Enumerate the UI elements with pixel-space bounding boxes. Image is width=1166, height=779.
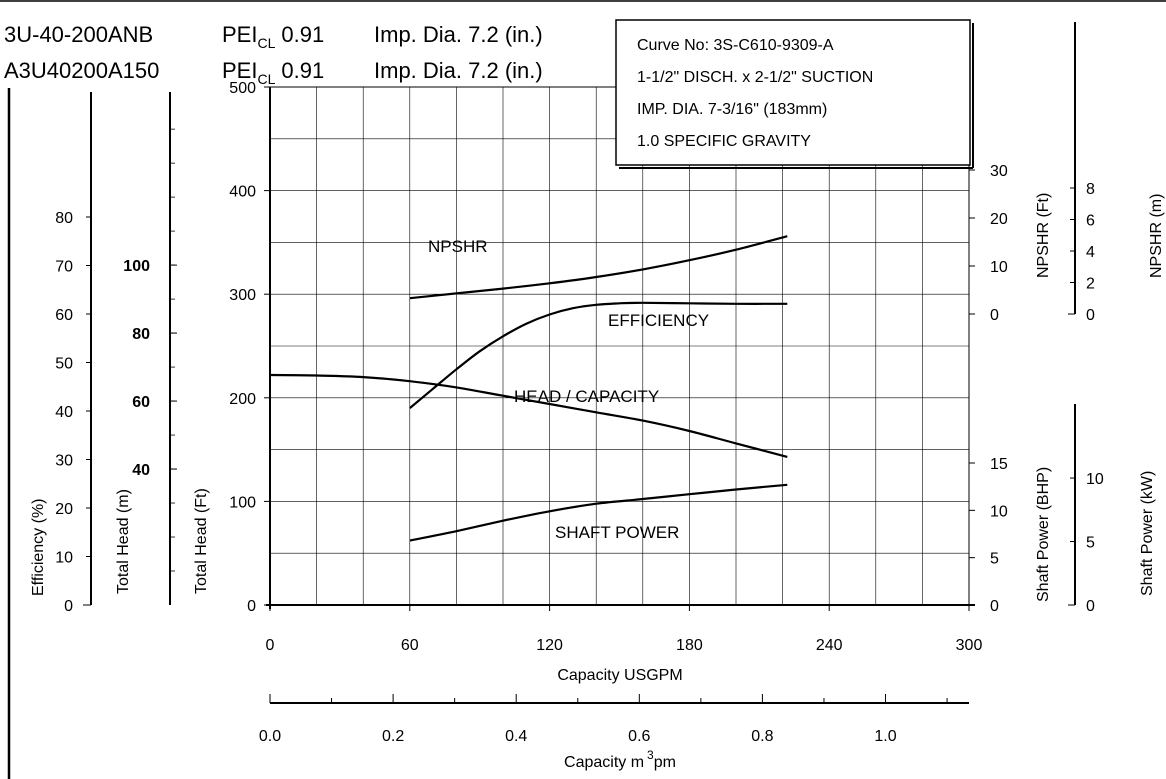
npshr-ft-tick-label: 20 — [990, 211, 1008, 228]
m3pm-tick-label: 1.0 — [874, 728, 896, 745]
kw-tick-label: 5 — [1086, 535, 1095, 552]
total-head-ft-axis-title: Total Head (Ft) — [193, 488, 210, 594]
header-pei-2: PEICL 0.91 — [222, 58, 324, 87]
npshr-m-tick-label: 2 — [1086, 276, 1095, 293]
npshr-m-tick-label: 6 — [1086, 213, 1095, 230]
head-capacity-curve-label: HEAD / CAPACITY — [514, 387, 659, 406]
npshr-m-tick-label: 0 — [1086, 307, 1095, 324]
usgpm-tick-label: 240 — [816, 637, 843, 654]
info-line-4: 1.0 SPECIFIC GRAVITY — [637, 133, 811, 150]
npshr-m-tick-label: 8 — [1086, 181, 1095, 198]
usgpm-tick-label: 60 — [401, 637, 419, 654]
efficiency-axis-title: Efficiency (%) — [30, 498, 47, 596]
efficiency-curve — [409, 301, 788, 409]
head-ft-tick-label: 300 — [229, 287, 256, 304]
bhp-tick-label: 10 — [990, 503, 1008, 520]
bhp-tick-label: 5 — [990, 551, 999, 568]
head-ft-tick-label: 500 — [229, 80, 256, 97]
shaft-power-curve — [409, 483, 788, 542]
efficiency-tick-label: 80 — [55, 210, 73, 227]
header-impdia-2: Imp. Dia. 7.2 (in.) — [374, 58, 543, 83]
m3pm-tick-label: 0.8 — [751, 728, 773, 745]
header-impdia-1: Imp. Dia. 7.2 (in.) — [374, 22, 543, 47]
head-m-tick-label: 60 — [132, 394, 150, 411]
efficiency-tick-label: 50 — [55, 356, 73, 373]
curves — [269, 235, 788, 542]
efficiency-tick-label: 40 — [55, 404, 73, 421]
info-line-1: Curve No: 3S-C610-9309-A — [637, 37, 834, 54]
usgpm-tick-label: 180 — [676, 637, 703, 654]
efficiency-tick-label: 10 — [55, 550, 73, 567]
head-m-tick-label: 100 — [123, 258, 150, 275]
m3pm-tick-label: 0.6 — [628, 728, 650, 745]
m3pm-tick-label: 0.4 — [505, 728, 527, 745]
info-line-2: 1-1/2" DISCH. x 2-1/2" SUCTION — [637, 69, 873, 86]
npshr-m-axis-title: NPSHR (m) — [1148, 194, 1165, 278]
npshr-ft-tick-label: 0 — [990, 307, 999, 324]
efficiency-tick-label: 0 — [64, 598, 73, 615]
usgpm-tick-label: 0 — [266, 637, 275, 654]
npshr-ft-tick-label: 10 — [990, 259, 1008, 276]
head-ft-tick-label: 0 — [247, 598, 256, 615]
npshr-curve-label: NPSHR — [428, 237, 488, 256]
header-pei-1: PEICL 0.91 — [222, 22, 324, 51]
capacity-m3pm-axis-title: Capacity m 3pm — [564, 748, 676, 771]
bhp-tick-label: 0 — [990, 598, 999, 615]
shaft-power-kw-axis-title: Shaft Power (kW) — [1139, 471, 1156, 596]
npshr-curve — [409, 235, 788, 300]
info-box — [615, 19, 971, 166]
info-line-3: IMP. DIA. 7-3/16" (183mm) — [637, 101, 827, 118]
npshr-ft-tick-label: 30 — [990, 163, 1008, 180]
head-ft-tick-label: 100 — [229, 494, 256, 511]
kw-tick-label: 0 — [1086, 598, 1095, 615]
head-m-tick-label: 40 — [132, 462, 150, 479]
shaft-power-bhp-axis-title: Shaft Power (BHP) — [1035, 467, 1052, 602]
shaft-power-curve-label: SHAFT POWER — [555, 523, 679, 542]
head-ft-tick-label: 400 — [229, 184, 256, 201]
m3pm-tick-label: 0.0 — [259, 728, 281, 745]
usgpm-tick-label: 120 — [536, 637, 563, 654]
capacity-usgpm-axis-title: Capacity USGPM — [557, 667, 682, 684]
efficiency-tick-label: 20 — [55, 501, 73, 518]
header-model-2: A3U40200A150 — [4, 58, 159, 83]
header-model-1: 3U-40-200ANB — [4, 22, 153, 47]
efficiency-tick-label: 70 — [55, 259, 73, 276]
npshr-m-tick-label: 4 — [1086, 244, 1095, 261]
efficiency-curve-label: EFFICIENCY — [608, 311, 709, 330]
bhp-tick-label: 15 — [990, 456, 1008, 473]
head-ft-tick-label: 200 — [229, 391, 256, 408]
kw-tick-label: 10 — [1086, 471, 1104, 488]
usgpm-tick-label: 300 — [956, 637, 983, 654]
efficiency-tick-label: 60 — [55, 307, 73, 324]
head-capacity-curve — [269, 373, 788, 458]
head-m-tick-label: 80 — [132, 326, 150, 343]
grid — [270, 86, 969, 605]
npshr-ft-axis-title: NPSHR (Ft) — [1035, 193, 1052, 278]
total-head-m-axis-title: Total Head (m) — [115, 489, 132, 594]
efficiency-tick-label: 30 — [55, 453, 73, 470]
m3pm-tick-label: 0.2 — [382, 728, 404, 745]
